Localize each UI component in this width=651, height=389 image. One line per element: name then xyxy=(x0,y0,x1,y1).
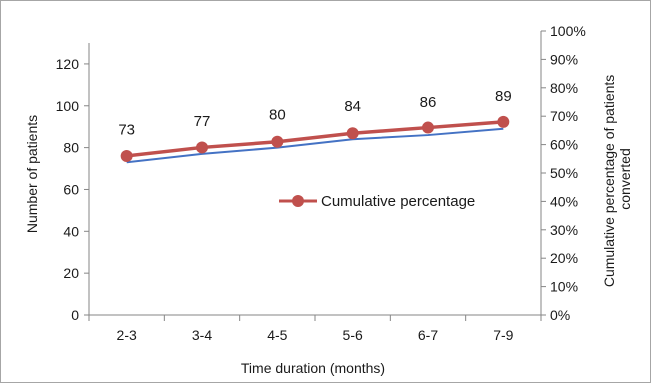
series-point xyxy=(120,149,133,162)
series-point xyxy=(422,121,434,134)
y-tick-label: 20 xyxy=(63,265,79,281)
y-axis-title: Number of patients xyxy=(24,115,40,233)
x-tick-label: 5-6 xyxy=(343,327,363,343)
y-tick-label: 100 xyxy=(56,98,80,114)
data-labels: 73 77 80 84 86 89 xyxy=(118,88,511,138)
y2-tick-label: 40% xyxy=(550,193,578,209)
y-tick-label: 0 xyxy=(71,307,79,323)
tick-labels: 0 20 40 60 80 100 120 0% 10% 20% 30% 40% 50% 60% 70% 80… xyxy=(56,23,586,343)
x-tick-label: 2-3 xyxy=(117,327,137,343)
data-label: 84 xyxy=(344,98,361,115)
series-layer xyxy=(120,115,510,164)
x-axis-title: Time duration (months) xyxy=(241,360,385,376)
x-tick-label: 6-7 xyxy=(418,327,438,343)
x-tick-label: 7-9 xyxy=(493,327,513,343)
series-point xyxy=(497,115,510,128)
series-point xyxy=(346,127,359,140)
y2-tick-label: 20% xyxy=(550,250,578,266)
legend: Cumulative percentage xyxy=(279,193,475,210)
y2-tick-label: 90% xyxy=(550,51,578,67)
series-point xyxy=(196,141,208,154)
y2-tick-label: 30% xyxy=(550,222,578,238)
data-label: 73 xyxy=(118,121,135,138)
y-tick-label: 80 xyxy=(63,140,79,156)
legend-marker xyxy=(292,195,304,207)
axes xyxy=(84,30,546,321)
y2-tick-label: 70% xyxy=(550,108,578,124)
y2-axis-title-line-2: converted xyxy=(617,148,633,209)
y2-axis-title: Cumulative percentage of patients conver… xyxy=(601,71,633,287)
series-line-0 xyxy=(126,127,504,164)
x-tick-label: 4-5 xyxy=(267,327,287,343)
data-label: 80 xyxy=(269,107,286,124)
x-tick-label: 3-4 xyxy=(192,327,212,343)
y2-tick-label: 50% xyxy=(550,165,578,181)
data-label: 86 xyxy=(420,94,437,111)
y-tick-label: 60 xyxy=(63,181,79,197)
y2-tick-label: 80% xyxy=(550,80,578,96)
y-tick-label: 40 xyxy=(63,223,79,239)
y2-tick-label: 60% xyxy=(550,137,578,153)
y2-axis-title-line-1: Cumulative percentage of patients xyxy=(601,75,617,287)
series-line-1 xyxy=(126,120,504,158)
y2-tick-label: 10% xyxy=(550,279,578,295)
y2-tick-label: 0% xyxy=(550,307,570,323)
y2-tick-label: 100% xyxy=(550,23,586,39)
data-label: 89 xyxy=(495,88,512,105)
y-tick-label: 120 xyxy=(56,56,80,72)
legend-label: Cumulative percentage xyxy=(321,193,475,210)
data-label: 77 xyxy=(194,113,211,130)
series-point xyxy=(271,135,284,148)
